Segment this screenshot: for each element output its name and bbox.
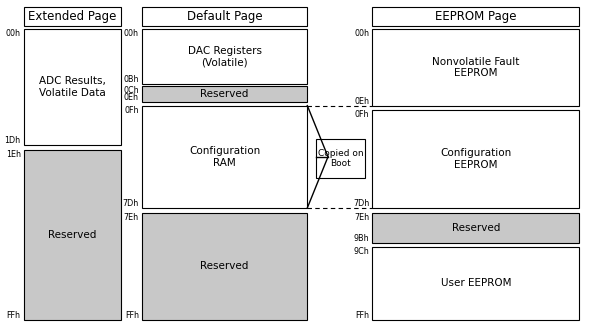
Text: Nonvolatile Fault
EEPROM: Nonvolatile Fault EEPROM	[432, 56, 519, 78]
Text: 7Eh: 7Eh	[124, 213, 139, 222]
Text: 00h: 00h	[355, 29, 369, 38]
Text: Default Page: Default Page	[187, 10, 262, 23]
Bar	[142, 29, 307, 84]
Text: 7Eh: 7Eh	[354, 213, 369, 222]
Text: 1Eh: 1Eh	[6, 150, 21, 159]
Bar	[372, 110, 579, 208]
Text: 00h: 00h	[124, 29, 139, 38]
Text: DAC Registers
(Volatile): DAC Registers (Volatile)	[187, 46, 262, 67]
Text: EEPROM Page: EEPROM Page	[435, 10, 517, 23]
Text: 9Bh: 9Bh	[354, 234, 369, 243]
Bar	[142, 86, 307, 102]
Text: 7Dh: 7Dh	[123, 199, 139, 208]
Text: 7Dh: 7Dh	[353, 199, 369, 208]
Text: FFh: FFh	[125, 311, 139, 320]
Bar	[372, 247, 579, 320]
Text: Reserved: Reserved	[200, 89, 249, 99]
Text: 0Fh: 0Fh	[124, 106, 139, 115]
Text: FFh: FFh	[355, 311, 369, 320]
Bar	[24, 7, 121, 26]
Bar	[372, 29, 579, 106]
Text: Reserved: Reserved	[200, 261, 249, 272]
Text: 0Eh: 0Eh	[355, 97, 369, 106]
Bar	[142, 213, 307, 320]
Text: Reserved: Reserved	[48, 230, 96, 240]
Text: FFh: FFh	[7, 311, 21, 320]
Text: Copied on
Boot: Copied on Boot	[318, 149, 363, 168]
Bar	[142, 106, 307, 208]
Bar	[316, 139, 365, 178]
Text: 9Ch: 9Ch	[353, 247, 369, 255]
Bar	[142, 7, 307, 26]
Text: Extended Page: Extended Page	[28, 10, 116, 23]
Text: 0Ch: 0Ch	[124, 86, 139, 95]
Text: Configuration
RAM: Configuration RAM	[189, 146, 260, 168]
Text: User EEPROM: User EEPROM	[440, 278, 511, 288]
Bar	[372, 213, 579, 243]
Text: Reserved: Reserved	[452, 223, 500, 233]
Bar	[372, 7, 579, 26]
Text: 0Bh: 0Bh	[124, 75, 139, 84]
Text: 00h: 00h	[6, 29, 21, 38]
Text: 0Fh: 0Fh	[355, 110, 369, 118]
Text: Configuration
EEPROM: Configuration EEPROM	[440, 148, 511, 170]
Text: 1Dh: 1Dh	[5, 136, 21, 145]
Bar	[24, 29, 121, 145]
Text: 0Eh: 0Eh	[124, 93, 139, 102]
Text: ADC Results,
Volatile Data: ADC Results, Volatile Data	[39, 76, 106, 98]
Bar	[24, 150, 121, 320]
